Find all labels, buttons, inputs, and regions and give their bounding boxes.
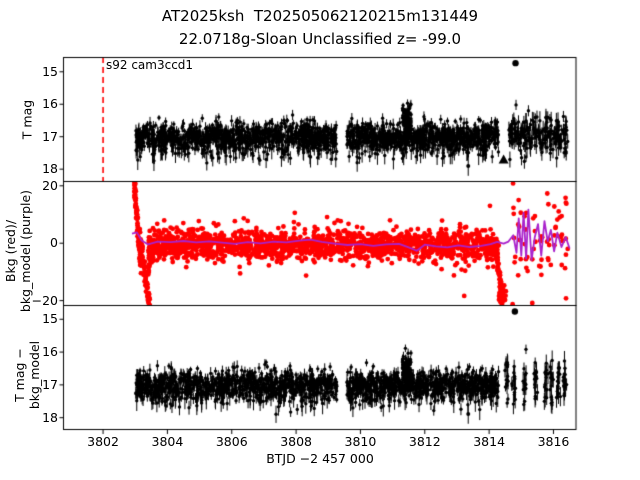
- y-axis-label-bottom-line1: T mag −: [12, 348, 27, 402]
- x-tick-label: 3802: [87, 434, 119, 449]
- chart-title-line1: AT2025ksh T202505062120215m131449: [161, 7, 479, 25]
- y-tick-label: 18: [42, 409, 58, 425]
- y-tick-label: 16: [42, 96, 58, 112]
- x-tick-label: 3808: [280, 434, 312, 449]
- x-tick-label: 3812: [408, 434, 441, 449]
- y-axis-label-bottom: T mag − bkg_model: [12, 305, 42, 445]
- y-tick-label: 16: [42, 344, 58, 360]
- y-axis-label-bottom-line2: bkg_model: [27, 340, 42, 410]
- x-tick-label: 3816: [537, 434, 570, 449]
- y-tick-label: −20: [31, 292, 58, 308]
- y-tick-label: 20: [42, 177, 58, 193]
- y-tick-label: 17: [42, 128, 58, 144]
- x-tick-label: 3810: [344, 434, 377, 449]
- x-tick-label: 3804: [151, 434, 184, 449]
- y-tick-label: 15: [42, 311, 58, 327]
- sector-camera-annotation: s92 cam3ccd1: [106, 58, 194, 72]
- y-tick-label: 18: [42, 161, 58, 177]
- x-tick-label: 3814: [473, 434, 506, 449]
- x-tick-label: 3806: [215, 434, 248, 449]
- y-tick-label: 15: [42, 63, 58, 79]
- y-tick-label: 17: [42, 376, 58, 392]
- y-tick-label: 0: [50, 235, 58, 251]
- chart-title-line2: 22.0718g-Sloan Unclassified z= -99.0: [178, 30, 462, 48]
- x-axis-label: BTJD −2 457 000: [266, 451, 374, 466]
